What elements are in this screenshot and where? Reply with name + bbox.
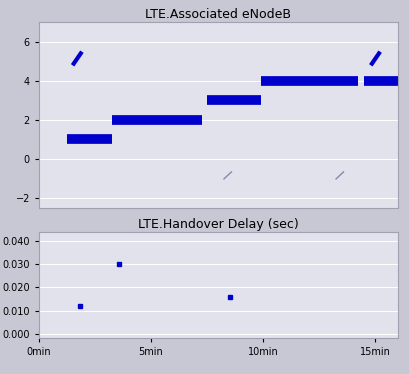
- Title: LTE.Handover Delay (sec): LTE.Handover Delay (sec): [137, 218, 298, 231]
- Title: LTE.Associated eNodeB: LTE.Associated eNodeB: [145, 8, 291, 21]
